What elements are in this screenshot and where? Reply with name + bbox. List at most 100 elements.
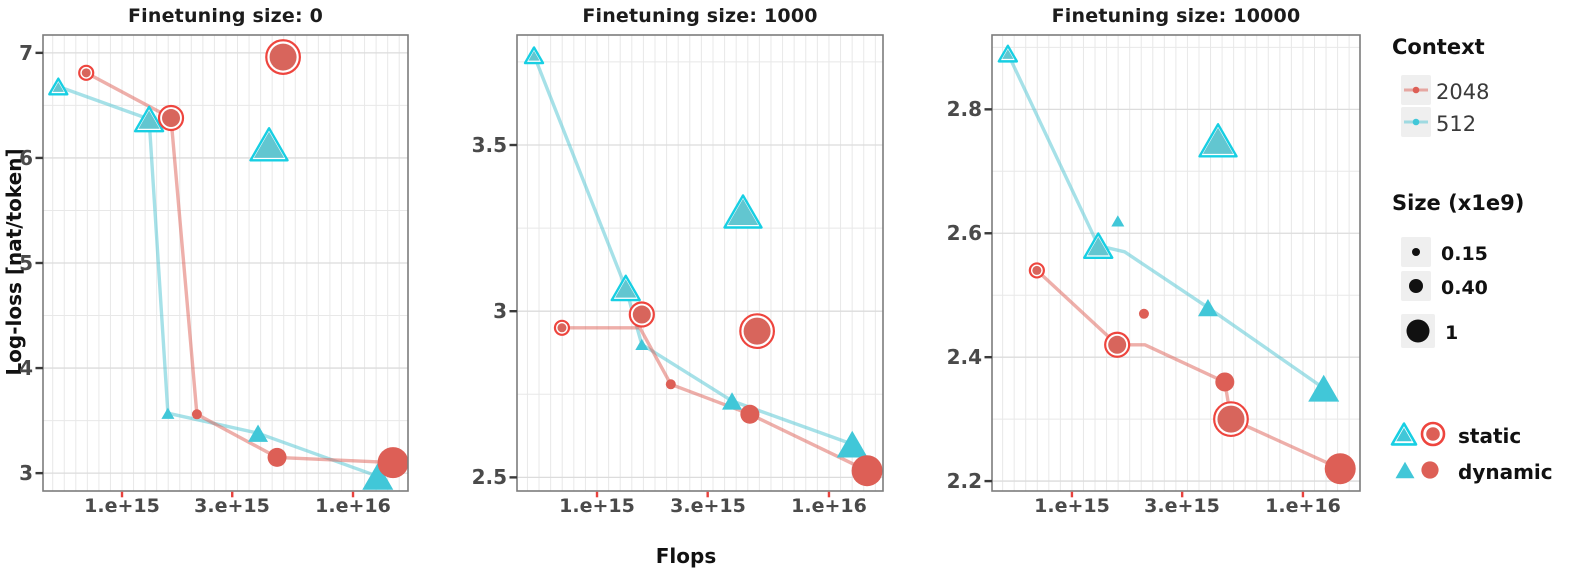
trend-line-512 [1006, 51, 1326, 390]
legend-item-label: static [1458, 424, 1522, 448]
panel-data-layer [523, 46, 883, 487]
point-2048-dynamic [740, 404, 760, 424]
static-markers-icon [1390, 416, 1448, 456]
size-small-dot-icon [1401, 237, 1431, 271]
point-512-static [528, 50, 540, 61]
legend-item-size-015: 0.15 [1390, 237, 1488, 271]
point-2048-dynamic [1324, 453, 1356, 485]
point-512-dynamic [1197, 298, 1218, 317]
legend-item-mode-static: static [1390, 416, 1521, 456]
point-512-dynamic [836, 430, 868, 458]
point-2048-static [632, 305, 651, 324]
y-tick-label: 2.8 [946, 97, 982, 121]
panel-title-finetuning-0: Finetuning size: 0 [127, 5, 324, 27]
point-2048-static [743, 317, 771, 345]
point-512-static [1002, 49, 1014, 59]
x-tick-mark [595, 491, 599, 498]
x-tick-label: 1.e+15 [559, 495, 635, 517]
x-tick-mark [351, 491, 355, 498]
y-tick-mark [35, 471, 43, 475]
y-tick-mark [984, 232, 992, 235]
point-512-dynamic [722, 392, 743, 410]
context-512-key-icon [1401, 107, 1431, 141]
y-tick-mark [35, 366, 43, 370]
x-tick-mark [1301, 491, 1305, 498]
x-tick-label: 3.e+15 [670, 495, 746, 517]
panel-border [991, 34, 1361, 492]
point-2048-static [269, 43, 297, 71]
trend-line-2048 [84, 71, 395, 465]
y-tick-label: 6 [19, 146, 33, 170]
x-tick-mark [1180, 491, 1184, 498]
point-2048-static [1217, 405, 1245, 433]
legend-size-title: Size (x1e9) [1392, 191, 1525, 215]
point-512-dynamic [1111, 215, 1125, 227]
x-tick-label: 1.e+16 [315, 495, 391, 517]
y-tick-label: 3 [19, 461, 33, 485]
y-tick-mark [509, 309, 517, 313]
dynamic-markers-icon [1390, 456, 1448, 488]
y-tick-mark [35, 156, 43, 160]
legend-item-context-512: 512 [1390, 107, 1476, 141]
point-2048-dynamic [1138, 308, 1149, 319]
size-medium-dot-icon [1401, 271, 1431, 305]
y-tick-label: 2.2 [946, 469, 982, 493]
y-tick-mark [509, 143, 517, 147]
y-tick-label: 5 [19, 251, 33, 275]
x-tick-label: 1.e+16 [1265, 495, 1341, 517]
legend-item-label: 1 [1445, 322, 1459, 344]
y-tick-mark [984, 355, 992, 359]
x-tick-mark [120, 491, 124, 498]
point-2048-dynamic [191, 409, 202, 420]
point-2048-dynamic [377, 447, 408, 479]
x-tick-label: 3.e+15 [194, 495, 270, 517]
point-512-static [727, 198, 759, 226]
y-tick-label: 3 [493, 299, 507, 323]
point-512-static [52, 82, 64, 92]
panel-title-finetuning-1000: Finetuning size: 1000 [582, 5, 818, 27]
point-2048-dynamic [851, 455, 883, 487]
x-tick-mark [1070, 491, 1074, 498]
y-tick-label: 2.5 [471, 465, 507, 489]
y-tick-mark [984, 108, 992, 111]
point-2048-dynamic [1215, 372, 1235, 392]
y-tick-mark [35, 51, 43, 55]
x-tick-mark [231, 491, 234, 498]
x-axis-label: Flops [655, 544, 717, 568]
y-tick-mark [35, 261, 43, 265]
legend-item-label: 2048 [1436, 80, 1490, 104]
point-512-dynamic [1308, 374, 1340, 402]
y-tick-mark [509, 476, 517, 479]
y-tick-mark [984, 479, 992, 483]
legend-item-size-1: 1 [1390, 314, 1458, 352]
legend-item-size-040: 0.40 [1390, 271, 1488, 305]
x-tick-mark [706, 491, 709, 498]
point-512-static [1087, 236, 1109, 256]
legend-context-title: Context [1392, 35, 1485, 59]
point-512-static [138, 110, 160, 129]
point-2048-static [1032, 265, 1042, 275]
panel-border [516, 34, 884, 492]
point-512-static [615, 279, 637, 298]
y-tick-label: 2.4 [946, 345, 982, 369]
legend-item-label: 0.40 [1441, 277, 1488, 299]
y-tick-label: 4 [19, 356, 33, 380]
context-2048-key-icon [1401, 75, 1431, 109]
point-2048-static [557, 323, 567, 333]
point-512-dynamic [161, 407, 175, 419]
point-512-dynamic [362, 462, 394, 490]
point-512-static [253, 131, 285, 158]
legend-item-mode-dynamic: dynamic [1390, 456, 1553, 488]
size-large-dot-icon [1401, 314, 1435, 352]
legend-item-label: 0.15 [1441, 243, 1488, 265]
point-2048-static [81, 68, 91, 78]
trend-line-2048 [1035, 268, 1342, 471]
point-2048-static [162, 109, 181, 128]
y-tick-label: 7 [19, 41, 33, 65]
y-tick-label: 3.5 [471, 133, 507, 157]
y-tick-label: 2.6 [946, 221, 982, 245]
x-tick-label: 1.e+16 [791, 495, 867, 517]
point-512-dynamic [635, 338, 649, 351]
